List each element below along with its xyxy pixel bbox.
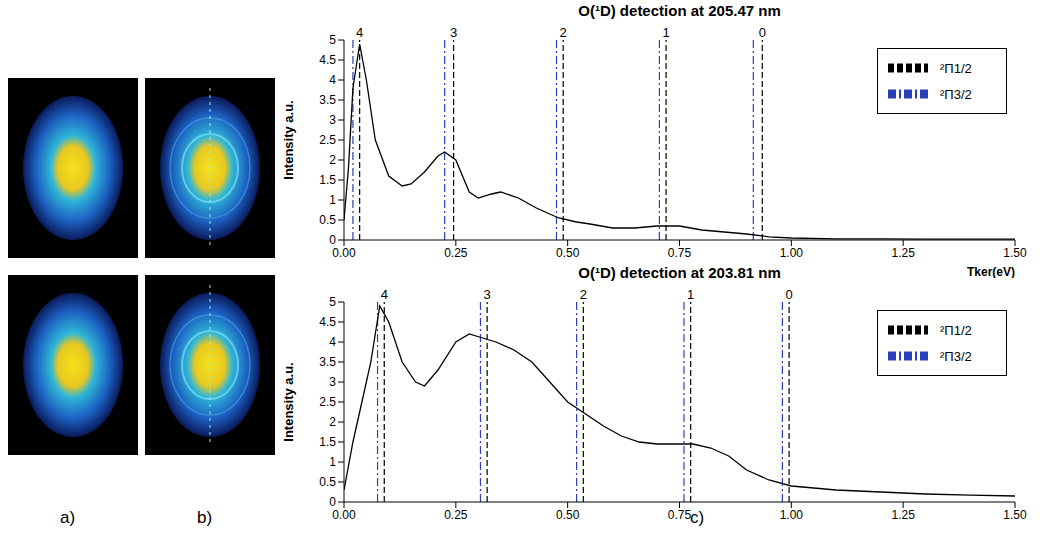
svg-text:0.5: 0.5 [319, 475, 336, 489]
svg-text:1: 1 [329, 193, 336, 207]
svg-text:0.50: 0.50 [556, 508, 580, 522]
svg-text:2: 2 [329, 153, 336, 167]
html-text:c): c) [690, 508, 705, 527]
svg-text:3: 3 [484, 287, 491, 302]
svg-text:0.75: 0.75 [668, 508, 692, 522]
svg-text:0.25: 0.25 [444, 246, 468, 260]
svg-text:0: 0 [759, 25, 766, 40]
svg-text:4: 4 [329, 73, 336, 87]
svg-text:1.5: 1.5 [319, 435, 336, 449]
svg-text:0: 0 [785, 287, 792, 302]
svg-text:4.5: 4.5 [319, 53, 336, 67]
svg-text:4: 4 [329, 335, 336, 349]
html-text:O(¹D) detection at 205.47 nm: O(¹D) detection at 205.47 nm [578, 2, 781, 19]
svg-text:0.25: 0.25 [444, 508, 468, 522]
svg-text:3.5: 3.5 [319, 93, 336, 107]
svg-text:2.5: 2.5 [319, 133, 336, 147]
html-text:O(¹D) detection at 203.81 nm: O(¹D) detection at 203.81 nm [578, 264, 781, 281]
svg-text:Tker(eV): Tker(eV) [967, 265, 1015, 278]
svg-text:0.00: 0.00 [332, 246, 356, 260]
svg-text:1.00: 1.00 [780, 508, 804, 522]
html-text:²Π1/2: ²Π1/2 [940, 60, 972, 76]
svg-text:2: 2 [560, 25, 567, 40]
svg-text:3.5: 3.5 [319, 355, 336, 369]
svg-text:5: 5 [329, 295, 336, 309]
svg-text:4: 4 [356, 25, 363, 40]
html-text:²Π3/2: ²Π3/2 [940, 348, 972, 364]
svg-text:0.00: 0.00 [332, 508, 356, 522]
svg-text:1.25: 1.25 [891, 508, 915, 522]
svg-text:0: 0 [329, 495, 336, 509]
svg-text:3: 3 [450, 25, 457, 40]
svg-text:4.5: 4.5 [319, 315, 336, 329]
svg-text:1.00: 1.00 [780, 246, 804, 260]
svg-text:1.25: 1.25 [891, 246, 915, 260]
svg-text:Intensity a.u.: Intensity a.u. [282, 100, 296, 179]
svg-text:Intensity a.u.: Intensity a.u. [282, 362, 296, 441]
svg-text:1.50: 1.50 [1003, 246, 1027, 260]
svg-text:3: 3 [329, 113, 336, 127]
html-text:a): a) [60, 508, 76, 527]
svg-text:1.50: 1.50 [1003, 508, 1027, 522]
svg-text:2.5: 2.5 [319, 395, 336, 409]
svg-text:1: 1 [329, 455, 336, 469]
svg-text:0: 0 [329, 233, 336, 247]
html-text:b): b) [197, 508, 213, 527]
svg-text:4: 4 [381, 287, 388, 302]
svg-text:1: 1 [687, 287, 694, 302]
svg-text:0.50: 0.50 [556, 246, 580, 260]
svg-text:3: 3 [329, 375, 336, 389]
html-text:²Π1/2: ²Π1/2 [940, 322, 972, 338]
svg-text:5: 5 [329, 33, 336, 47]
svg-text:0.5: 0.5 [319, 213, 336, 227]
svg-text:1: 1 [662, 25, 669, 40]
svg-text:1.5: 1.5 [319, 173, 336, 187]
svg-text:0.75: 0.75 [668, 246, 692, 260]
svg-text:2: 2 [329, 415, 336, 429]
html-text:²Π3/2: ²Π3/2 [940, 86, 972, 102]
svg-text:2: 2 [580, 287, 587, 302]
